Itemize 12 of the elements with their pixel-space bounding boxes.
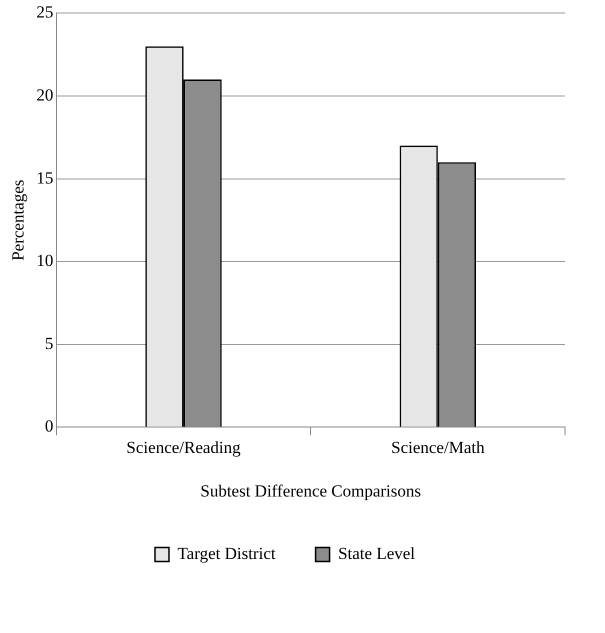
y-tick-label: 15: [36, 168, 54, 188]
y-tick-label: 25: [36, 2, 54, 22]
y-tick-label: 10: [36, 251, 54, 270]
y-tick-label: 0: [44, 416, 54, 436]
y-tick-label: 20: [36, 85, 54, 104]
x-tick-label: Science/Math: [391, 438, 486, 457]
y-axis-title: Percentages: [8, 180, 28, 261]
legend-label: State Level: [338, 544, 416, 563]
y-tick-label: 5: [44, 334, 54, 353]
legend-label: Target District: [177, 544, 276, 563]
x-axis-title: Subtest Difference Comparisons: [200, 481, 422, 500]
x-tick-label: Science/Reading: [126, 438, 242, 457]
